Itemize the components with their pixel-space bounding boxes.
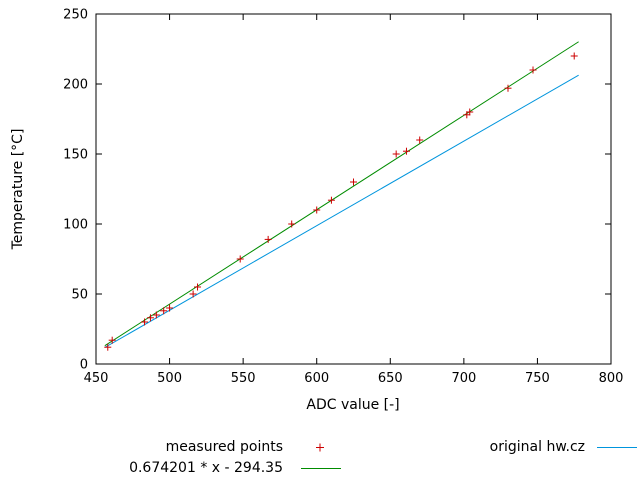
legend-label-fit-equation: 0.674201 * x - 294.35 [129,460,283,476]
legend-line-fit [301,468,341,469]
legend-line-original-hwcz [597,447,637,448]
x-axis-label: ADC value [-] [306,397,399,413]
temperature-adc-chart: 450 500 550 600 650 700 750 800050100150200250 … [10,8,624,414]
series-line [104,41,579,347]
legend-marker-measured-points [316,443,324,452]
y-tick-label: 150 [63,148,88,163]
x-tick-label: 450 [84,371,109,386]
x-tick-label: 550 [231,371,256,386]
series-line [104,74,579,348]
plot-border [95,13,612,365]
y-axis-label: Temperature [°C] [10,129,26,251]
x-tick-label: 800 [599,371,624,386]
y-tick-label: 100 [63,218,88,233]
legend-label-original-hwcz: original hw.cz [489,439,585,455]
x-tick-label: 600 [304,371,329,386]
x-tick-label: 750 [525,371,550,386]
x-tick-label: 500 [157,371,182,386]
y-tick-label: 250 [63,8,88,23]
y-tick-label: 200 [63,78,88,93]
y-tick-label: 50 [71,288,88,303]
legend-label-measured-points: measured points [165,439,283,455]
y-tick-label: 0 [80,358,88,373]
x-tick-label: 700 [451,371,476,386]
x-tick-label: 650 [378,371,403,386]
